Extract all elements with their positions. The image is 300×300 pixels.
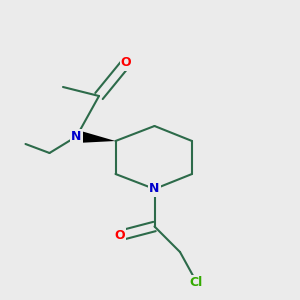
Text: O: O xyxy=(115,229,125,242)
Text: O: O xyxy=(121,56,131,70)
Text: Cl: Cl xyxy=(190,275,203,289)
Polygon shape xyxy=(76,130,116,143)
Text: N: N xyxy=(71,130,82,143)
Text: N: N xyxy=(149,182,160,196)
